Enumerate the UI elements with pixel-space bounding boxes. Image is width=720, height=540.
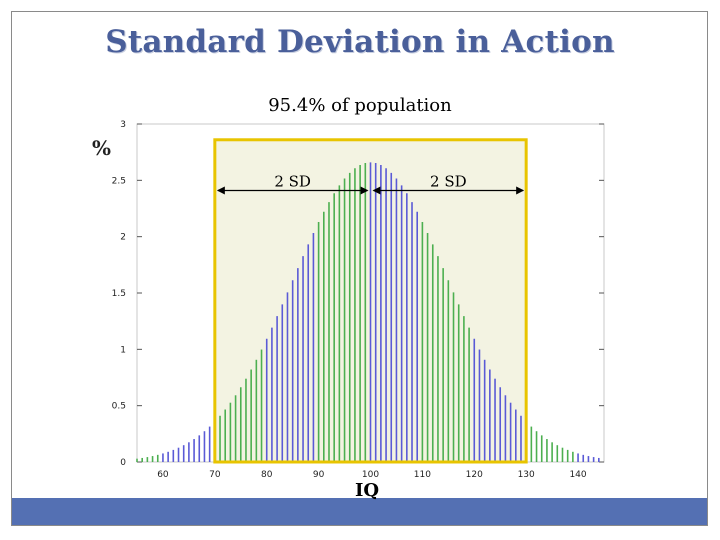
y-tick-label: 2.5 bbox=[112, 176, 126, 186]
y-tick-label: 3 bbox=[120, 120, 126, 130]
sd-label: 2 SD bbox=[430, 172, 467, 190]
x-tick-label: 70 bbox=[209, 470, 221, 480]
y-tick-label: 1.5 bbox=[112, 289, 126, 299]
x-tick-label: 110 bbox=[414, 470, 431, 480]
y-ticks: 0 0.5 1 1.5 2 2.5 3 bbox=[112, 120, 604, 468]
x-axis-label: IQ bbox=[355, 480, 380, 501]
y-tick-label: 1 bbox=[120, 345, 126, 355]
x-tick-label: 100 bbox=[362, 470, 379, 480]
x-tick-label: 130 bbox=[518, 470, 535, 480]
x-tick-label: 90 bbox=[313, 470, 325, 480]
y-tick-label: 0.5 bbox=[112, 402, 126, 412]
y-axis-label: % bbox=[92, 136, 112, 160]
footer-bar bbox=[12, 498, 707, 525]
x-tick-label: 140 bbox=[569, 470, 586, 480]
annotations: 2 SD 2 SD bbox=[216, 172, 525, 195]
x-tick-label: 60 bbox=[157, 470, 169, 480]
y-tick-label: 0 bbox=[120, 458, 126, 468]
sd-label: 2 SD bbox=[274, 172, 311, 190]
x-tick-label: 120 bbox=[466, 470, 483, 480]
highlight-box bbox=[213, 138, 528, 464]
slide-title: Standard Deviation in Action bbox=[105, 24, 615, 60]
chart-subtitle: 95.4% of population bbox=[268, 95, 452, 116]
x-tick-label: 80 bbox=[261, 470, 273, 480]
bars bbox=[136, 162, 600, 462]
y-tick-label: 2 bbox=[120, 233, 126, 243]
